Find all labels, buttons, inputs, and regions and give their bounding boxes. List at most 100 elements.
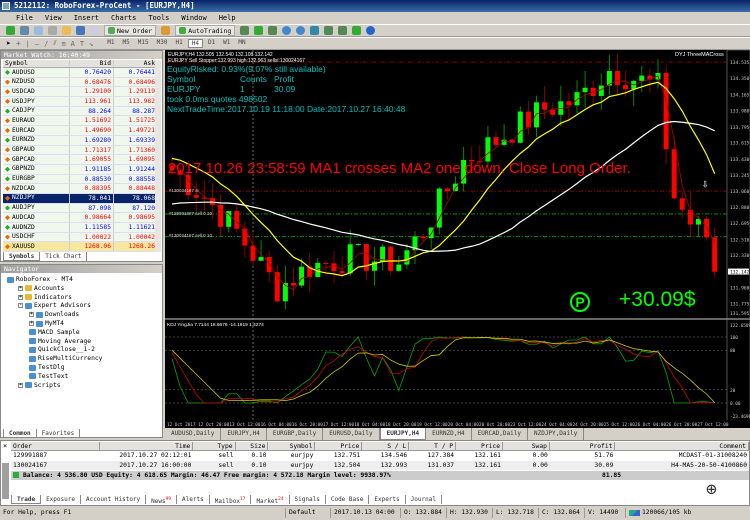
column-header[interactable]: Swap [503, 442, 550, 450]
chart-tab[interactable]: EURJPY,H4 [379, 428, 427, 440]
market-watch-icon[interactable] [34, 26, 43, 35]
chart-tab[interactable]: EURJPY,H4 [221, 428, 267, 440]
nav-item-testtext[interactable]: TestText [29, 373, 68, 380]
nav-item-downloads[interactable]: + Downloads [29, 311, 79, 318]
column-header[interactable]: Time [100, 442, 194, 450]
menu-help[interactable]: Help [218, 14, 236, 22]
market-watch-row[interactable]: CADJPY 88.264 88.287 [3, 106, 157, 117]
nav-item-testdlg[interactable]: TestDlg [29, 364, 65, 371]
cursor-icon[interactable]: ➤ [6, 39, 11, 48]
close-terminal-icon[interactable]: × [3, 442, 8, 450]
tab-news[interactable]: News99 [146, 495, 178, 505]
tab-journal[interactable]: Journal [406, 495, 442, 504]
column-header[interactable]: Symbol [268, 442, 316, 450]
crosshair-icon[interactable]: + [15, 39, 21, 48]
market-watch-row[interactable]: NZDJPY 78.041 78.068 [3, 193, 157, 204]
trendline-icon[interactable]: / [44, 39, 49, 48]
market-watch-row[interactable]: GBPAUD 1.71317 1.71360 [3, 145, 157, 156]
market-watch-row[interactable]: EURGBP 0.88530 0.88558 [3, 174, 157, 185]
chart-tab[interactable]: EURCAD,Daily [472, 428, 528, 440]
market-watch-scrollbar[interactable] [155, 60, 161, 252]
timeframe-m30[interactable]: M30 [156, 39, 168, 46]
column-ask[interactable]: Ask [113, 60, 157, 67]
tab-experts[interactable]: Experts [369, 495, 406, 504]
market-watch-row[interactable]: NZDCAD 0.88395 0.88448 [3, 184, 157, 194]
chart-shift-icon[interactable] [338, 26, 348, 35]
column-bid[interactable]: Bid [69, 60, 113, 67]
navigator-icon[interactable] [62, 26, 71, 35]
expand-icon[interactable]: + [18, 293, 23, 300]
tab-market[interactable]: Market24 [251, 495, 290, 505]
timeframe-h4[interactable]: H4 [187, 39, 203, 48]
order-row[interactable]: 129991887 2017.10.27 02:12:01 sell 0.10 eurj… [11, 451, 749, 460]
metaeditor-icon[interactable] [161, 26, 171, 35]
market-watch-row[interactable]: EURAUD 1.51692 1.51725 [3, 116, 157, 127]
chart-tab[interactable]: AUDUSD,Daily [165, 428, 222, 440]
market-watch-row[interactable]: AUDJPY 87.098 87.120 [3, 203, 157, 214]
zoom-in-icon[interactable] [282, 26, 292, 35]
menu-view[interactable]: View [44, 14, 62, 22]
tab-account-history[interactable]: Account History [81, 495, 147, 504]
menu-file[interactable]: File [16, 14, 33, 22]
bar-chart-icon[interactable] [240, 26, 250, 35]
market-watch-row[interactable]: AUDUSD 0.76420 0.76441 [3, 68, 157, 78]
timeframe-m1[interactable]: M1 [107, 39, 115, 46]
chart-tab[interactable]: EURNZD,H4 [426, 428, 472, 440]
market-watch-row[interactable]: AUDNZD 1.11585 1.11621 [3, 223, 157, 233]
order-row[interactable]: 130024167 2017.10.27 16:00:00 sell 0.10 eurj… [11, 460, 749, 470]
menu-window[interactable]: Window [181, 14, 207, 22]
column-header[interactable]: Size [236, 442, 269, 450]
column-header[interactable]: Price [315, 442, 363, 450]
tab-symbols[interactable]: Symbols [3, 252, 41, 261]
text-icon[interactable]: A [70, 39, 75, 48]
nav-item-accounts[interactable]: + Accounts [18, 285, 64, 292]
timeframe-h1[interactable]: H1 [175, 39, 183, 46]
column-symbol[interactable]: Symbol [5, 59, 28, 67]
tab-trade[interactable]: Trade [11, 495, 42, 504]
horizontal-line-icon[interactable]: — [34, 39, 40, 48]
tab-favorites[interactable]: Favorites [37, 429, 81, 438]
tab-code-base[interactable]: Code Base [326, 495, 370, 504]
vertical-line-icon[interactable]: | [25, 39, 30, 48]
market-watch-row[interactable]: EURCAD 1.49690 1.49721 [3, 126, 157, 136]
nav-item-risemulticurrency[interactable]: RiseMultiCurrency [29, 355, 102, 362]
timeframe-m15[interactable]: M15 [137, 39, 149, 46]
column-header[interactable]: S / L [362, 442, 410, 450]
nav-item-moving-average[interactable]: Moving Average [29, 338, 91, 345]
indicators-icon[interactable] [352, 26, 362, 35]
collapse-icon[interactable]: - [18, 302, 23, 309]
expand-icon[interactable]: + [29, 311, 34, 318]
status-profile[interactable]: Default [285, 508, 316, 518]
chart-tab[interactable]: EURUSD,Daily [323, 428, 380, 440]
tab-exposure[interactable]: Exposure [41, 495, 81, 504]
tester-icon[interactable] [90, 26, 99, 35]
new-chart-icon[interactable] [6, 26, 15, 35]
expand-icon[interactable]: + [18, 381, 23, 388]
column-header[interactable]: Profit [550, 442, 616, 450]
nav-item-quickclose-1-2[interactable]: QuickClose__1-2 [29, 346, 95, 353]
column-header[interactable]: Type [193, 442, 236, 450]
market-watch-row[interactable]: USDCAD 1.29100 1.29119 [3, 87, 157, 98]
market-watch-row[interactable]: GBPCAD 1.69055 1.69095 [3, 155, 157, 165]
market-watch-row[interactable]: NZDUSD 0.68476 0.68496 [3, 77, 157, 88]
profiles-icon[interactable] [20, 26, 29, 35]
nav-item-indicators[interactable]: + Indicators [18, 294, 72, 301]
expand-icon[interactable]: + [29, 320, 34, 326]
market-watch-row[interactable]: USDJPY 113.961 113.982 [3, 97, 157, 107]
text-label-icon[interactable]: T [79, 39, 85, 48]
market-watch-row[interactable]: XAUUSD 1268.06 1268.26 [3, 242, 157, 253]
channel-icon[interactable]: ⫽ [53, 39, 57, 47]
column-header[interactable]: Order [11, 442, 100, 450]
menu-tools[interactable]: Tools [148, 14, 170, 22]
timeframe-m5[interactable]: M5 [122, 39, 130, 46]
menu-charts[interactable]: Charts [111, 14, 137, 22]
nav-item-scripts[interactable]: + Scripts [18, 382, 61, 389]
market-watch-row[interactable]: GBPNZD 1.91185 1.91244 [3, 164, 157, 175]
candlestick-icon[interactable] [254, 26, 264, 35]
line-chart-icon[interactable] [268, 26, 278, 35]
tab-tick-chart[interactable]: Tick Chart [40, 252, 88, 261]
expand-icon[interactable]: + [18, 284, 23, 291]
chart-tab[interactable]: NZDJPY,Daily [528, 428, 585, 440]
chart-window[interactable]: ⇩ 134.535 134.350 134.165 133.980 133.795 133.… [165, 50, 750, 428]
column-header[interactable]: Comment [615, 442, 749, 450]
